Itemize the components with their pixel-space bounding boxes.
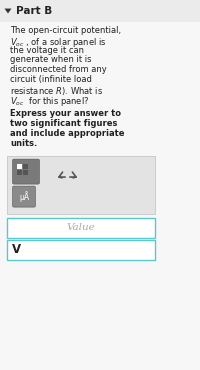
Polygon shape — [4, 9, 12, 13]
Text: Part B: Part B — [16, 6, 52, 16]
Text: V: V — [12, 243, 21, 256]
FancyBboxPatch shape — [7, 156, 155, 213]
Text: and include appropriate: and include appropriate — [10, 129, 124, 138]
Text: the voltage it can: the voltage it can — [10, 46, 84, 55]
Text: Value: Value — [67, 223, 95, 232]
Bar — [23, 164, 28, 169]
Text: two significant figures: two significant figures — [10, 119, 117, 128]
Text: μÅ: μÅ — [19, 191, 29, 202]
FancyBboxPatch shape — [12, 186, 36, 207]
Text: $V_{oc}$ , of a solar panel is: $V_{oc}$ , of a solar panel is — [10, 36, 107, 49]
Bar — [17, 164, 22, 169]
Text: resistance $R$). What is: resistance $R$). What is — [10, 85, 103, 97]
Bar — [17, 170, 22, 175]
Text: Express your answer to: Express your answer to — [10, 110, 121, 118]
Bar — [0, 0, 200, 22]
Bar — [7, 218, 155, 238]
Text: generate when it is: generate when it is — [10, 56, 92, 64]
Text: circuit (infinite load: circuit (infinite load — [10, 75, 92, 84]
Bar — [7, 240, 155, 260]
FancyBboxPatch shape — [12, 159, 40, 184]
Text: units.: units. — [10, 139, 37, 148]
Text: The open-circuit potential,: The open-circuit potential, — [10, 26, 121, 35]
Text: $V_{oc}$  for this panel?: $V_{oc}$ for this panel? — [10, 95, 89, 108]
Bar — [23, 170, 28, 175]
Text: disconnected from any: disconnected from any — [10, 65, 107, 74]
